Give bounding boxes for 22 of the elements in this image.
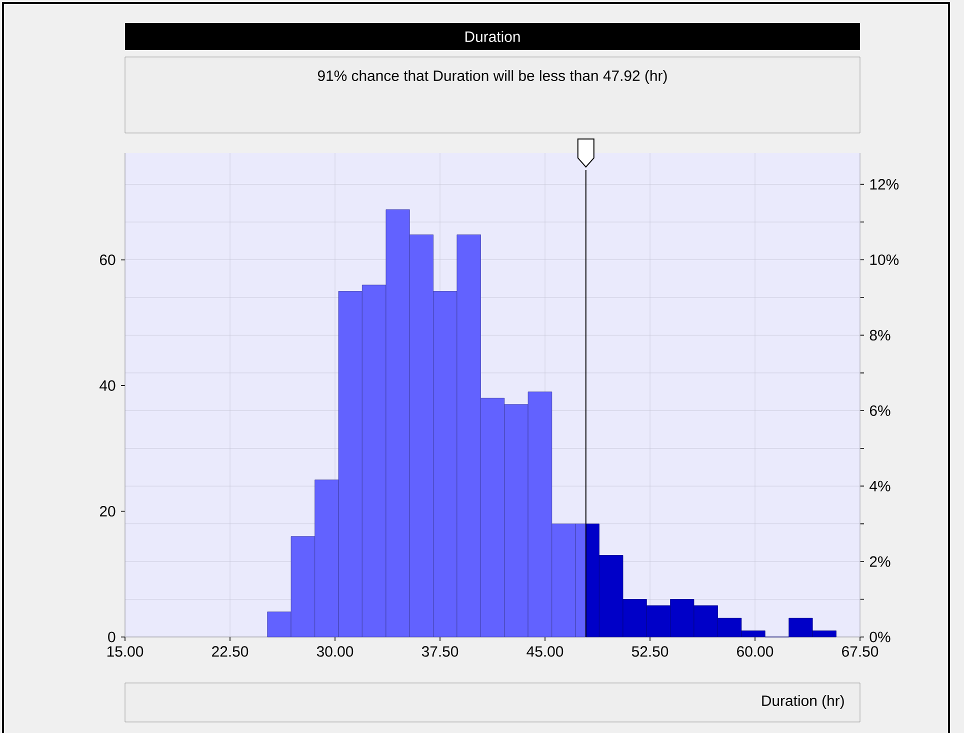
- y-tick-label: 20: [100, 506, 116, 517]
- y2-tick-label: 4%: [870, 480, 890, 492]
- y-tick-label: 0: [108, 632, 116, 642]
- y2-tick-label: 8%: [870, 330, 890, 340]
- y-tick-label: 60: [100, 254, 116, 266]
- y2-tick-label: 12%: [870, 179, 899, 190]
- x-tick-label: 67.50: [842, 646, 878, 657]
- y-tick-label: 40: [100, 380, 116, 391]
- chart-title: Duration: [465, 31, 520, 42]
- chart-subtitle: 91% chance that Duration will be less than 47.92 (hr): [318, 70, 667, 84]
- x-tick-label: 52.50: [632, 646, 668, 657]
- x-tick-label: 15.00: [107, 646, 144, 657]
- y2-tick-label: 0%: [870, 632, 890, 642]
- y2-tick-label: 2%: [870, 556, 890, 567]
- x-axis-title: Duration (hr): [762, 695, 844, 709]
- y2-tick-label: 6%: [870, 405, 890, 416]
- y2-tick-label: 10%: [870, 254, 899, 266]
- x-tick-label: 45.00: [526, 646, 564, 657]
- x-tick-label: 22.50: [212, 646, 248, 657]
- x-tick-label: 37.50: [422, 646, 458, 657]
- x-tick-label: 60.00: [737, 646, 774, 657]
- x-tick-label: 30.00: [316, 646, 354, 657]
